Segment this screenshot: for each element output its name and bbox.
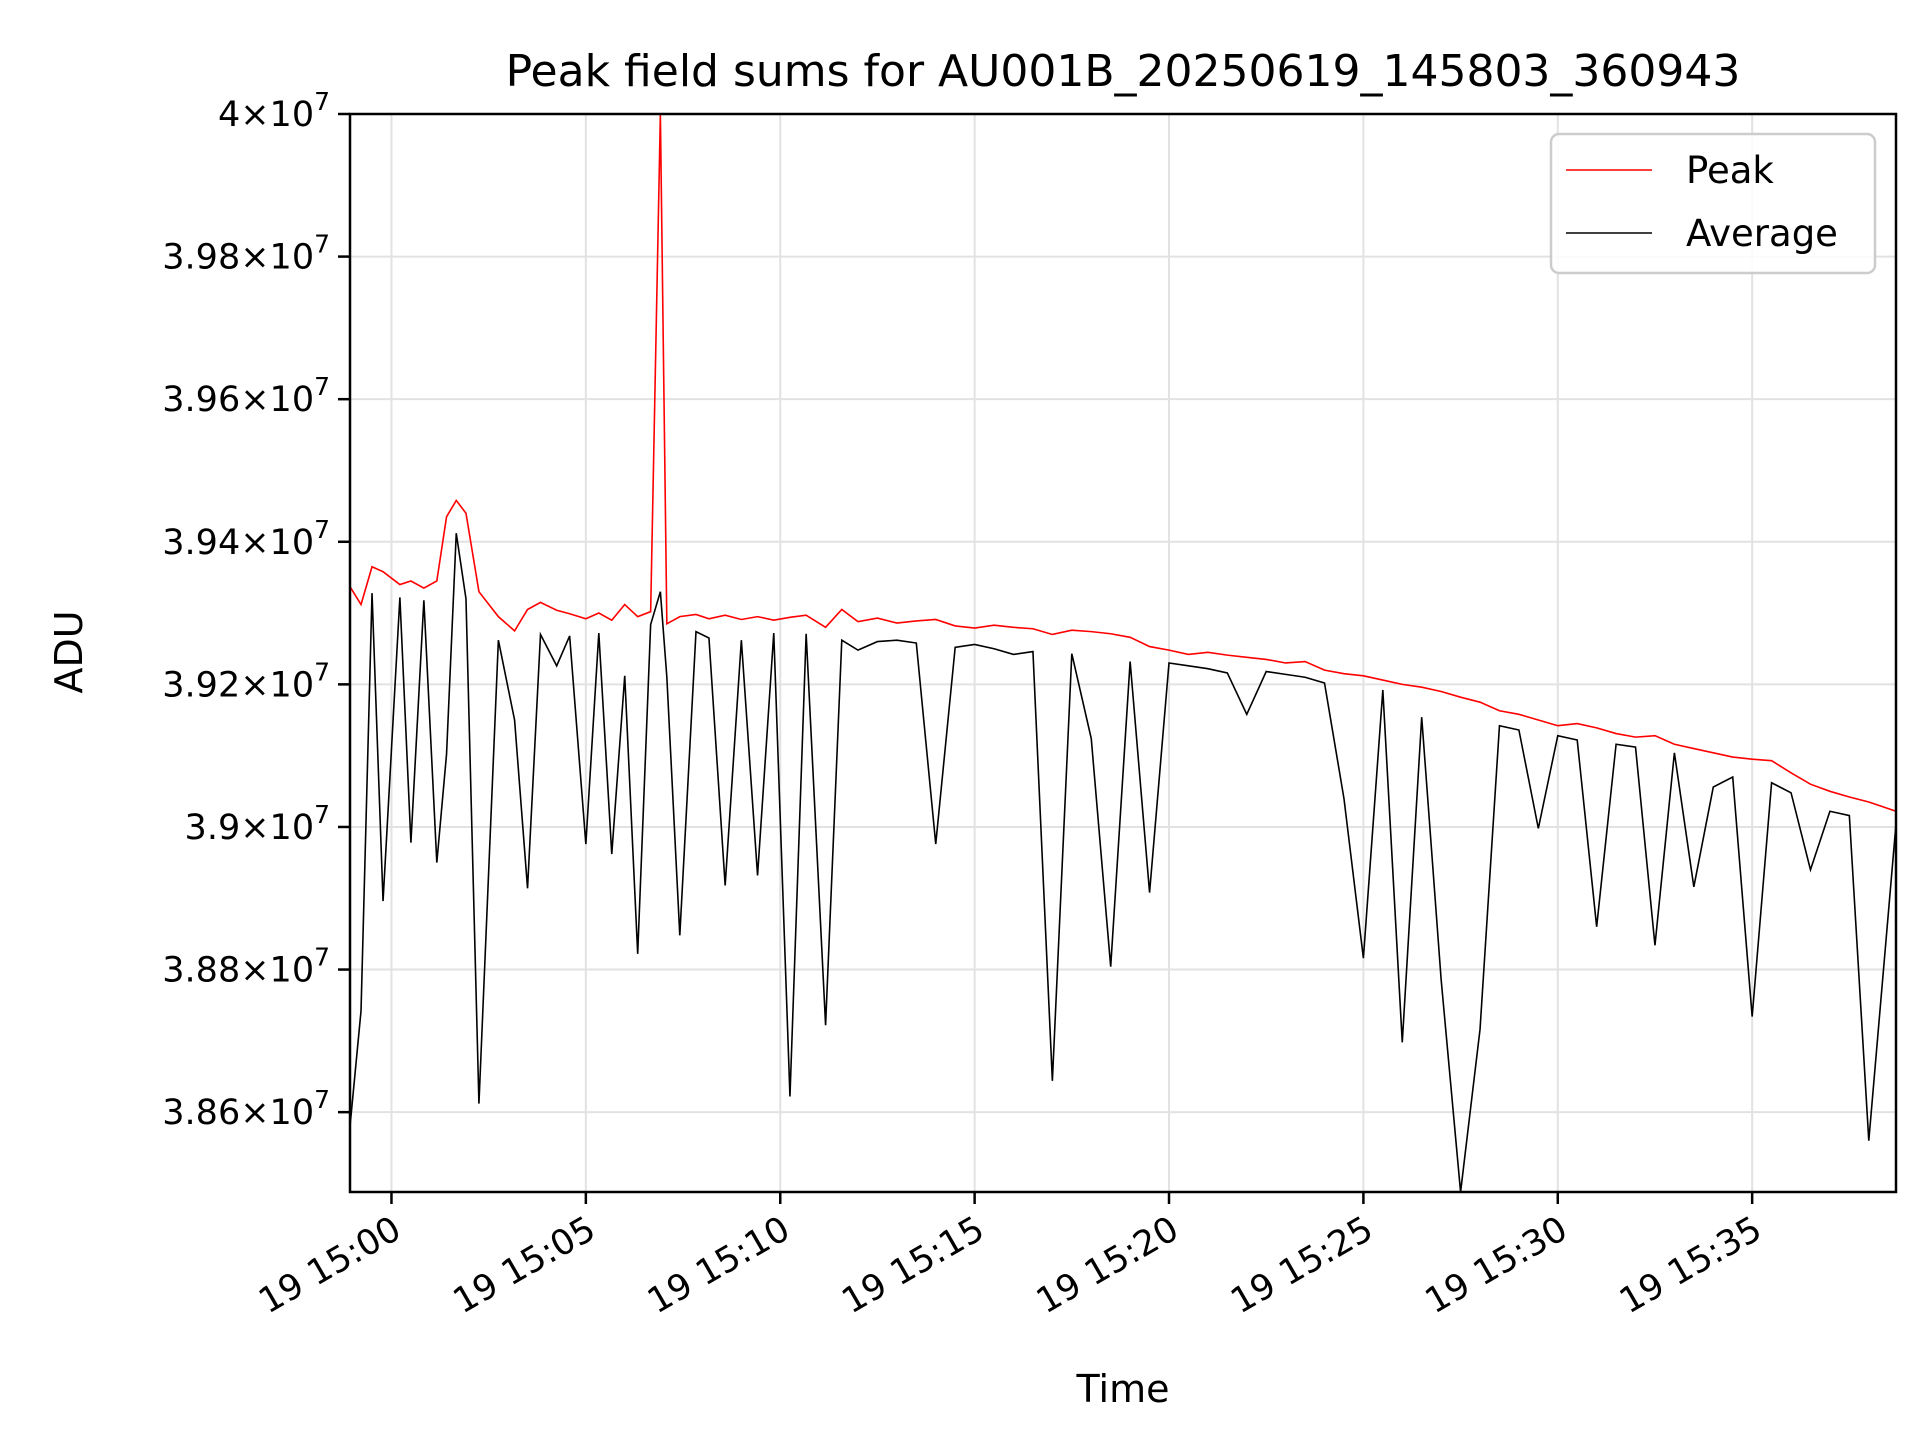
- y-tick-exponent: 7: [314, 1085, 330, 1114]
- y-tick-times-ten: ×10: [240, 523, 314, 563]
- y-tick-exponent: 7: [314, 657, 330, 686]
- y-tick-label: 3.9×107: [185, 800, 330, 848]
- y-tick-exponent: 7: [314, 230, 330, 259]
- y-tick-label: 4×107: [218, 87, 330, 135]
- y-tick-exponent: 7: [314, 515, 330, 544]
- plot-frame: [348, 112, 1898, 1194]
- legend: Peak Average: [1549, 132, 1877, 275]
- x-axis-label: Time: [1076, 1367, 1170, 1411]
- legend-average-label: Average: [1686, 212, 1838, 255]
- legend-peak-label: Peak: [1686, 149, 1774, 192]
- y-tick-times-ten: ×10: [240, 951, 314, 991]
- y-tick-times-ten: ×10: [240, 665, 314, 705]
- y-tick-label: 3.88×107: [162, 943, 330, 991]
- y-tick-label: 3.98×107: [162, 230, 330, 278]
- series-line-peak: [350, 114, 1896, 813]
- y-tick-times-ten: ×10: [240, 808, 314, 848]
- y-tick-mantissa: 3.94: [162, 523, 240, 563]
- y-tick-exponent: 7: [314, 800, 330, 829]
- y-tick-mantissa: 3.98: [162, 238, 240, 278]
- y-tick-exponent: 7: [314, 943, 330, 972]
- series-layer: [350, 114, 1896, 1192]
- y-tick-times-ten: ×10: [240, 380, 314, 420]
- y-tick-mantissa: 3.88: [162, 951, 240, 991]
- y-tick-exponent: 7: [314, 87, 330, 116]
- y-tick-mantissa: 3.92: [162, 665, 240, 705]
- y-axis: 3.86×1073.88×1073.9×1073.92×1073.94×1073…: [162, 87, 350, 1133]
- y-axis-label: ADU: [47, 610, 91, 693]
- y-tick-times-ten: ×10: [240, 238, 314, 278]
- y-tick-mantissa: 3.86: [162, 1093, 240, 1133]
- y-tick-mantissa: 4: [218, 95, 240, 135]
- y-tick-times-ten: ×10: [240, 95, 314, 135]
- y-tick-label: 3.92×107: [162, 657, 330, 705]
- legend-box: [1549, 132, 1877, 275]
- y-tick-exponent: 7: [314, 372, 330, 401]
- series-line-average: [350, 533, 1896, 1192]
- chart-title: Peak field sums for AU001B_20250619_1458…: [506, 46, 1741, 97]
- y-tick-mantissa: 3.96: [162, 380, 240, 420]
- y-tick-label: 3.94×107: [162, 515, 330, 563]
- y-tick-mantissa: 3.9: [185, 808, 241, 848]
- y-tick-label: 3.96×107: [162, 372, 330, 420]
- grid-lines: [350, 114, 1896, 1192]
- y-tick-times-ten: ×10: [240, 1093, 314, 1133]
- y-tick-label: 3.86×107: [162, 1085, 330, 1133]
